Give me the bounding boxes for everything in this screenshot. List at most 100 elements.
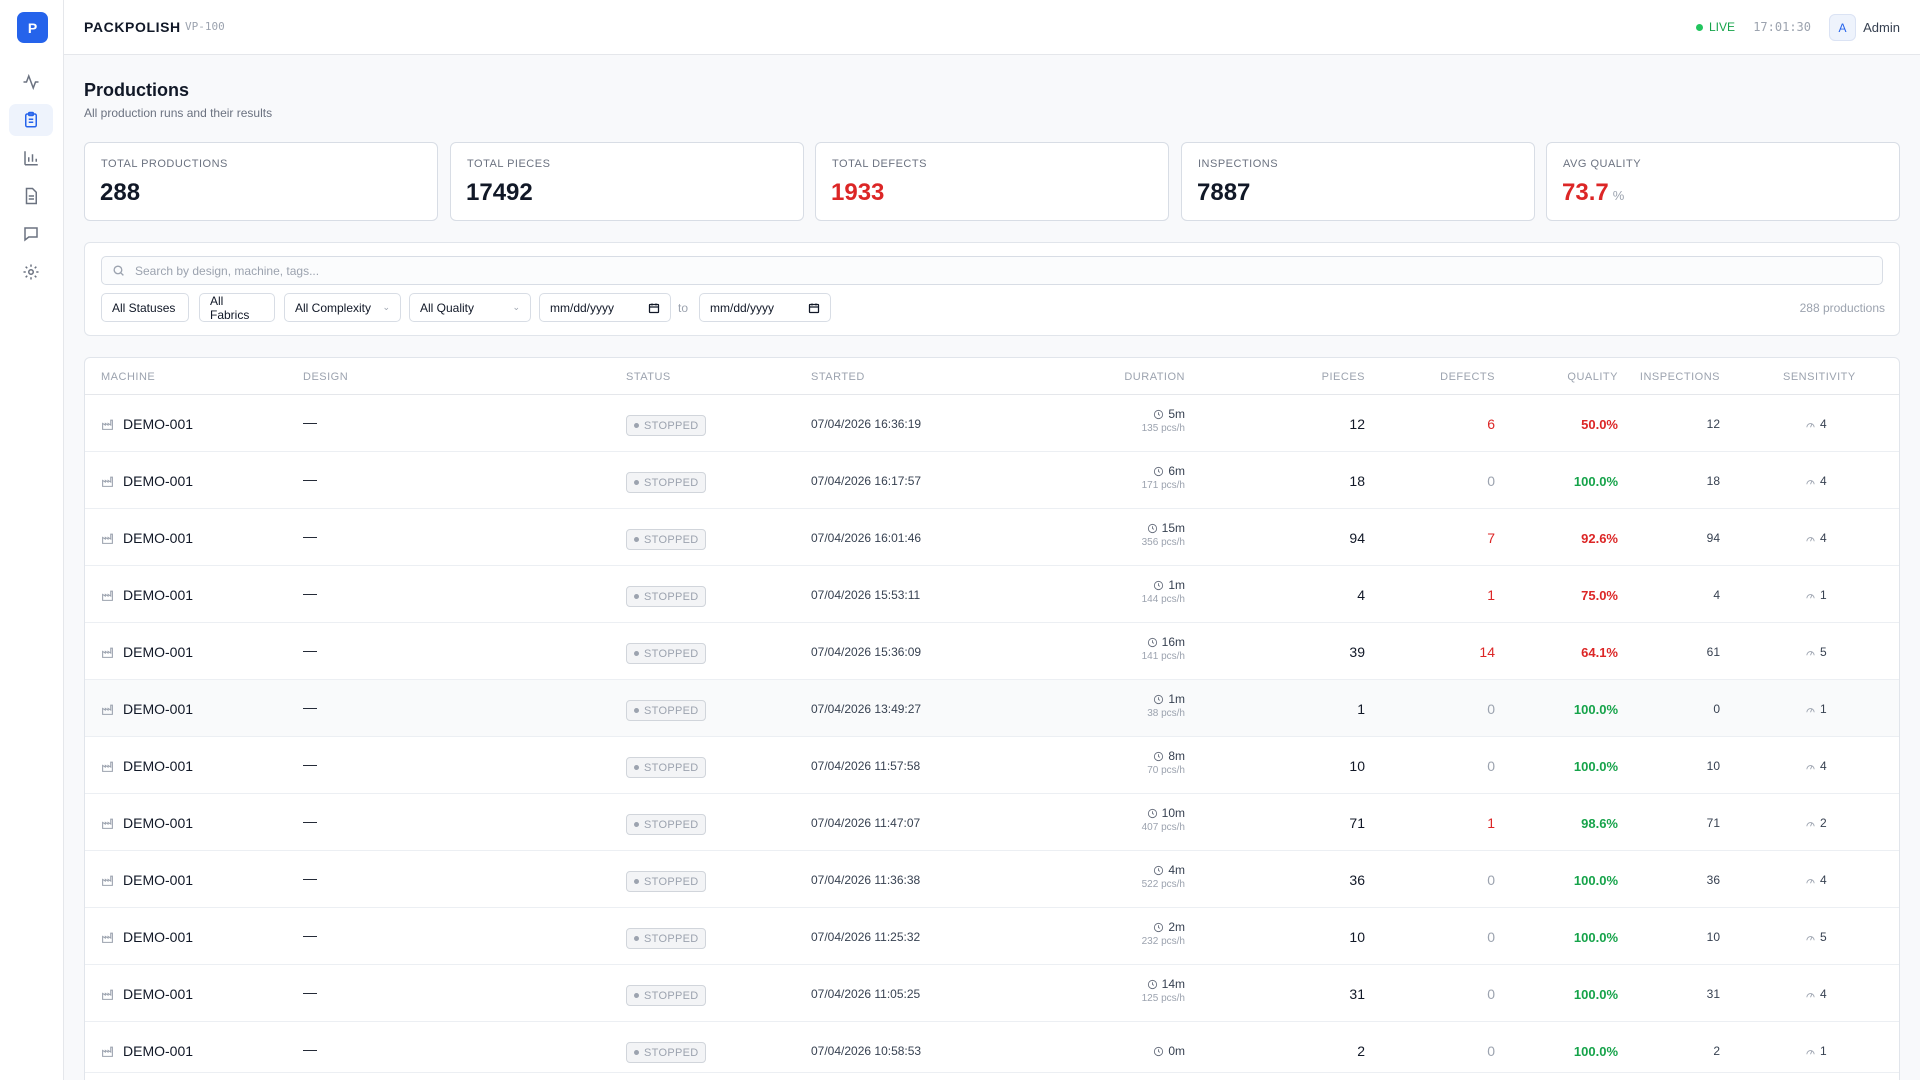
factory-icon xyxy=(102,590,113,601)
clock-icon xyxy=(1147,637,1157,647)
pieces-cell: 2 xyxy=(1357,1043,1365,1059)
gauge-icon xyxy=(1806,1049,1815,1054)
table-row[interactable]: DEMO-001 — STOPPED 07/04/2026 11:57:58 8m 70 … xyxy=(85,737,1899,794)
sensitivity-cell: 4 xyxy=(1805,474,1827,488)
duration-cell: 5m 135 pcs/h xyxy=(1085,407,1185,434)
table-row[interactable]: DEMO-001 — STOPPED 07/04/2026 11:36:38 4m 522… xyxy=(85,851,1899,908)
status-badge: STOPPED xyxy=(626,928,707,949)
table-row[interactable]: DEMO-001 — STOPPED 07/04/2026 16:36:19 5m 135… xyxy=(85,395,1899,452)
started-cell: 07/04/2026 11:25:32 xyxy=(811,930,921,944)
table-row[interactable]: DEMO-001 — STOPPED 07/04/2026 15:36:09 16m 14… xyxy=(85,623,1899,680)
status-badge: STOPPED xyxy=(626,643,707,664)
design-cell: — xyxy=(303,585,317,601)
clock-icon xyxy=(1154,409,1164,419)
stat-value: 73.7% xyxy=(1562,179,1625,206)
defects-cell: 0 xyxy=(1487,758,1495,774)
header-sensitivity[interactable]: SENSITIVITY xyxy=(1783,371,1856,383)
pieces-cell: 71 xyxy=(1349,815,1365,831)
nav-reports[interactable] xyxy=(9,180,53,212)
table-row[interactable]: DEMO-001 — STOPPED 07/04/2026 13:49:27 1m 38 … xyxy=(85,680,1899,737)
pieces-cell: 1 xyxy=(1357,701,1365,717)
table-row[interactable]: DEMO-001 — STOPPED 07/04/2026 11:25:32 2m 232… xyxy=(85,908,1899,965)
rate-text: 38 pcs/h xyxy=(1147,708,1185,719)
header-pieces[interactable]: PIECES xyxy=(1321,371,1365,383)
factory-icon xyxy=(102,932,113,943)
pieces-cell: 18 xyxy=(1349,473,1365,489)
search-input[interactable] xyxy=(135,263,1835,278)
gear-icon xyxy=(23,264,39,280)
design-cell: — xyxy=(303,927,317,943)
header-machine[interactable]: MACHINE xyxy=(101,371,156,383)
table-row[interactable]: DEMO-001 — STOPPED 07/04/2026 15:53:11 1m 144… xyxy=(85,566,1899,623)
inspections-cell: 10 xyxy=(1706,759,1720,773)
defects-cell: 0 xyxy=(1487,701,1495,717)
nav-settings[interactable] xyxy=(9,256,53,288)
stat-label: INSPECTIONS xyxy=(1198,158,1279,170)
machine-cell: DEMO-001 xyxy=(101,929,193,945)
search-box[interactable] xyxy=(101,256,1883,285)
user-name[interactable]: Admin xyxy=(1863,20,1900,35)
table-row[interactable]: DEMO-001 — STOPPED 07/04/2026 16:01:46 15m 35… xyxy=(85,509,1899,566)
date-from-input[interactable]: mm/dd/yyyy xyxy=(539,293,671,322)
header-duration[interactable]: DURATION xyxy=(1124,371,1185,383)
duration-cell: 4m 522 pcs/h xyxy=(1085,863,1185,890)
status-dot-icon xyxy=(634,1050,639,1055)
rate-text: 232 pcs/h xyxy=(1141,936,1185,947)
pieces-cell: 10 xyxy=(1349,758,1365,774)
sensitivity-cell: 1 xyxy=(1805,588,1827,602)
complexity-filter[interactable]: All Complexity ⌄ xyxy=(284,293,401,322)
stat-total-pieces: TOTAL PIECES 17492 xyxy=(450,142,804,221)
header-status[interactable]: STATUS xyxy=(626,371,671,383)
inspections-cell: 61 xyxy=(1706,645,1720,659)
topbar: PACKPOLISH VP-100 LIVE 17:01:30 A Admin xyxy=(64,0,1920,55)
header-started[interactable]: STARTED xyxy=(811,371,865,383)
app-logo[interactable]: P xyxy=(17,12,48,43)
pieces-cell: 31 xyxy=(1349,986,1365,1002)
table-row[interactable]: DEMO-001 — STOPPED 07/04/2026 16:17:57 6m 171… xyxy=(85,452,1899,509)
status-badge: STOPPED xyxy=(626,814,707,835)
stat-total-defects: TOTAL DEFECTS 1933 xyxy=(815,142,1169,221)
table-row[interactable]: DEMO-001 — STOPPED 07/04/2026 10:58:53 0m 2 0 1… xyxy=(85,1022,1899,1073)
header-design[interactable]: DESIGN xyxy=(303,371,349,383)
result-count: 288 productions xyxy=(1799,301,1885,315)
defects-cell: 0 xyxy=(1487,1043,1495,1059)
chevron-down-icon: ⌄ xyxy=(512,302,520,312)
rate-text: 356 pcs/h xyxy=(1141,537,1185,548)
quality-filter[interactable]: All Quality ⌄ xyxy=(409,293,531,322)
table-row[interactable]: DEMO-001 — STOPPED 07/04/2026 11:05:25 14m 12… xyxy=(85,965,1899,1022)
duration-cell: 16m 141 pcs/h xyxy=(1085,635,1185,662)
status-dot-icon xyxy=(634,936,639,941)
calendar-icon[interactable] xyxy=(648,302,660,314)
nav-activity[interactable] xyxy=(9,66,53,98)
nav-productions[interactable] xyxy=(9,104,53,136)
nav-messages[interactable] xyxy=(9,218,53,250)
quality-cell: 100.0% xyxy=(1573,930,1618,945)
inspections-cell: 18 xyxy=(1706,474,1720,488)
pieces-cell: 12 xyxy=(1349,416,1365,432)
pieces-cell: 4 xyxy=(1357,587,1365,603)
machine-cell: DEMO-001 xyxy=(101,986,193,1002)
pieces-cell: 94 xyxy=(1349,530,1365,546)
complexity-label: All Complexity xyxy=(295,300,372,315)
table-row[interactable]: DEMO-001 — STOPPED 07/04/2026 11:47:07 10m 40… xyxy=(85,794,1899,851)
date-to-input[interactable]: mm/dd/yyyy xyxy=(699,293,831,322)
fabrics-filter[interactable]: All Fabrics xyxy=(199,293,275,322)
nav-analytics[interactable] xyxy=(9,142,53,174)
duration-cell: 0m xyxy=(1085,1044,1185,1058)
quality-cell: 100.0% xyxy=(1573,474,1618,489)
inspections-cell: 4 xyxy=(1713,588,1720,602)
header-defects[interactable]: DEFECTS xyxy=(1440,371,1495,383)
status-badge: STOPPED xyxy=(626,1042,707,1063)
calendar-icon[interactable] xyxy=(808,302,820,314)
started-cell: 07/04/2026 15:36:09 xyxy=(811,645,922,659)
stat-value: 17492 xyxy=(466,179,533,206)
avatar[interactable]: A xyxy=(1829,14,1856,41)
status-filter[interactable]: All Statuses xyxy=(101,293,189,322)
gauge-icon xyxy=(1806,536,1815,541)
pieces-cell: 10 xyxy=(1349,929,1365,945)
header-quality[interactable]: QUALITY xyxy=(1567,371,1618,383)
quality-cell: 100.0% xyxy=(1573,873,1618,888)
header-inspections[interactable]: INSPECTIONS xyxy=(1639,371,1720,383)
date-to-value: mm/dd/yyyy xyxy=(710,300,775,315)
machine-cell: DEMO-001 xyxy=(101,758,193,774)
